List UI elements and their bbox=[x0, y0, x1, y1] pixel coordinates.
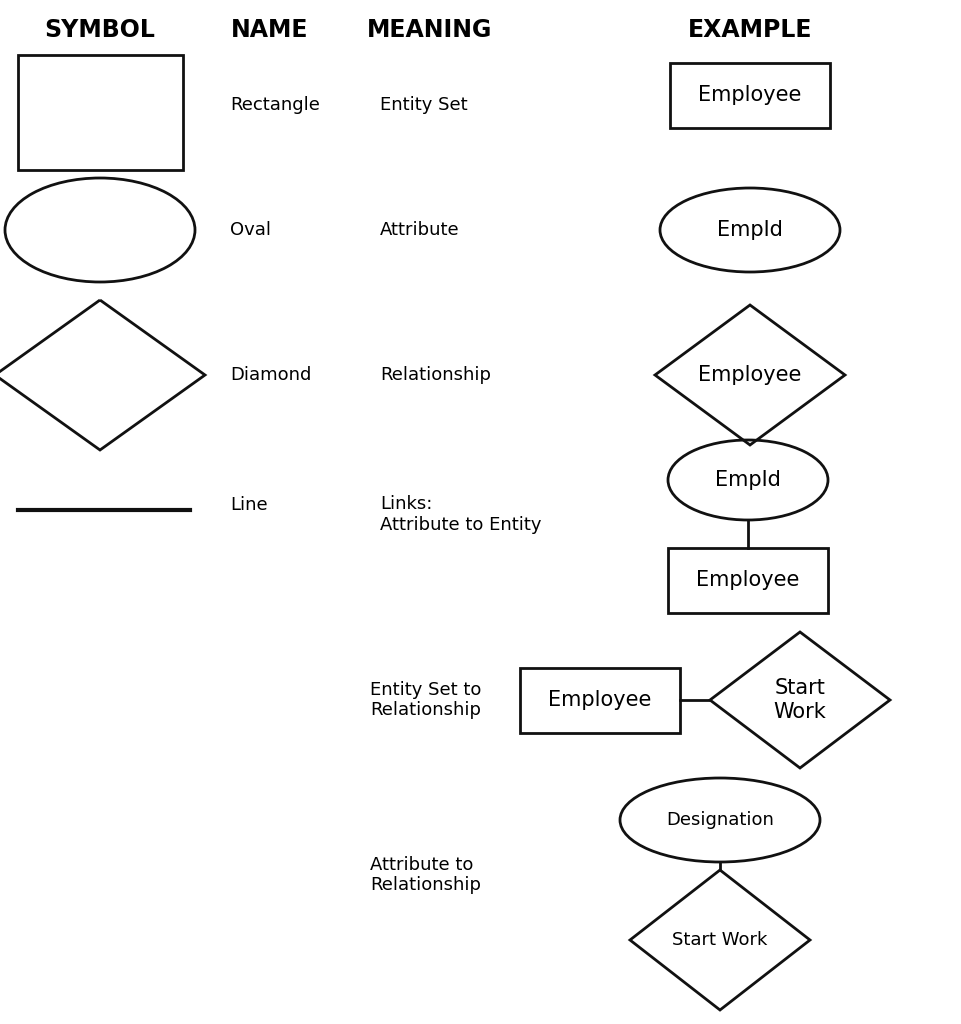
Text: Diamond: Diamond bbox=[230, 366, 311, 384]
Text: SYMBOL: SYMBOL bbox=[44, 18, 156, 42]
Text: Relationship: Relationship bbox=[380, 366, 490, 384]
Bar bbox=[520, 668, 679, 732]
Text: Start Work: Start Work bbox=[672, 931, 767, 949]
Text: Links:
Attribute to Entity: Links: Attribute to Entity bbox=[380, 495, 541, 534]
Text: Entity Set: Entity Set bbox=[380, 96, 467, 114]
Text: Entity Set to
Relationship: Entity Set to Relationship bbox=[370, 681, 480, 720]
Bar bbox=[667, 548, 827, 612]
Text: MEANING: MEANING bbox=[367, 18, 492, 42]
Text: Attribute to
Relationship: Attribute to Relationship bbox=[370, 856, 480, 894]
Bar bbox=[18, 55, 183, 170]
Text: Employee: Employee bbox=[698, 85, 801, 105]
Text: Rectangle: Rectangle bbox=[230, 96, 320, 114]
Text: EXAMPLE: EXAMPLE bbox=[687, 18, 811, 42]
Text: EmpId: EmpId bbox=[714, 470, 780, 490]
Text: Employee: Employee bbox=[548, 690, 651, 710]
Text: NAME: NAME bbox=[231, 18, 308, 42]
Bar bbox=[669, 62, 829, 128]
Text: Start
Work: Start Work bbox=[773, 678, 825, 722]
Text: Designation: Designation bbox=[665, 811, 774, 829]
Text: Employee: Employee bbox=[698, 365, 801, 385]
Text: Attribute: Attribute bbox=[380, 221, 459, 239]
Text: Oval: Oval bbox=[230, 221, 271, 239]
Text: Employee: Employee bbox=[696, 570, 799, 590]
Text: EmpId: EmpId bbox=[716, 220, 782, 240]
Text: Line: Line bbox=[230, 496, 267, 514]
